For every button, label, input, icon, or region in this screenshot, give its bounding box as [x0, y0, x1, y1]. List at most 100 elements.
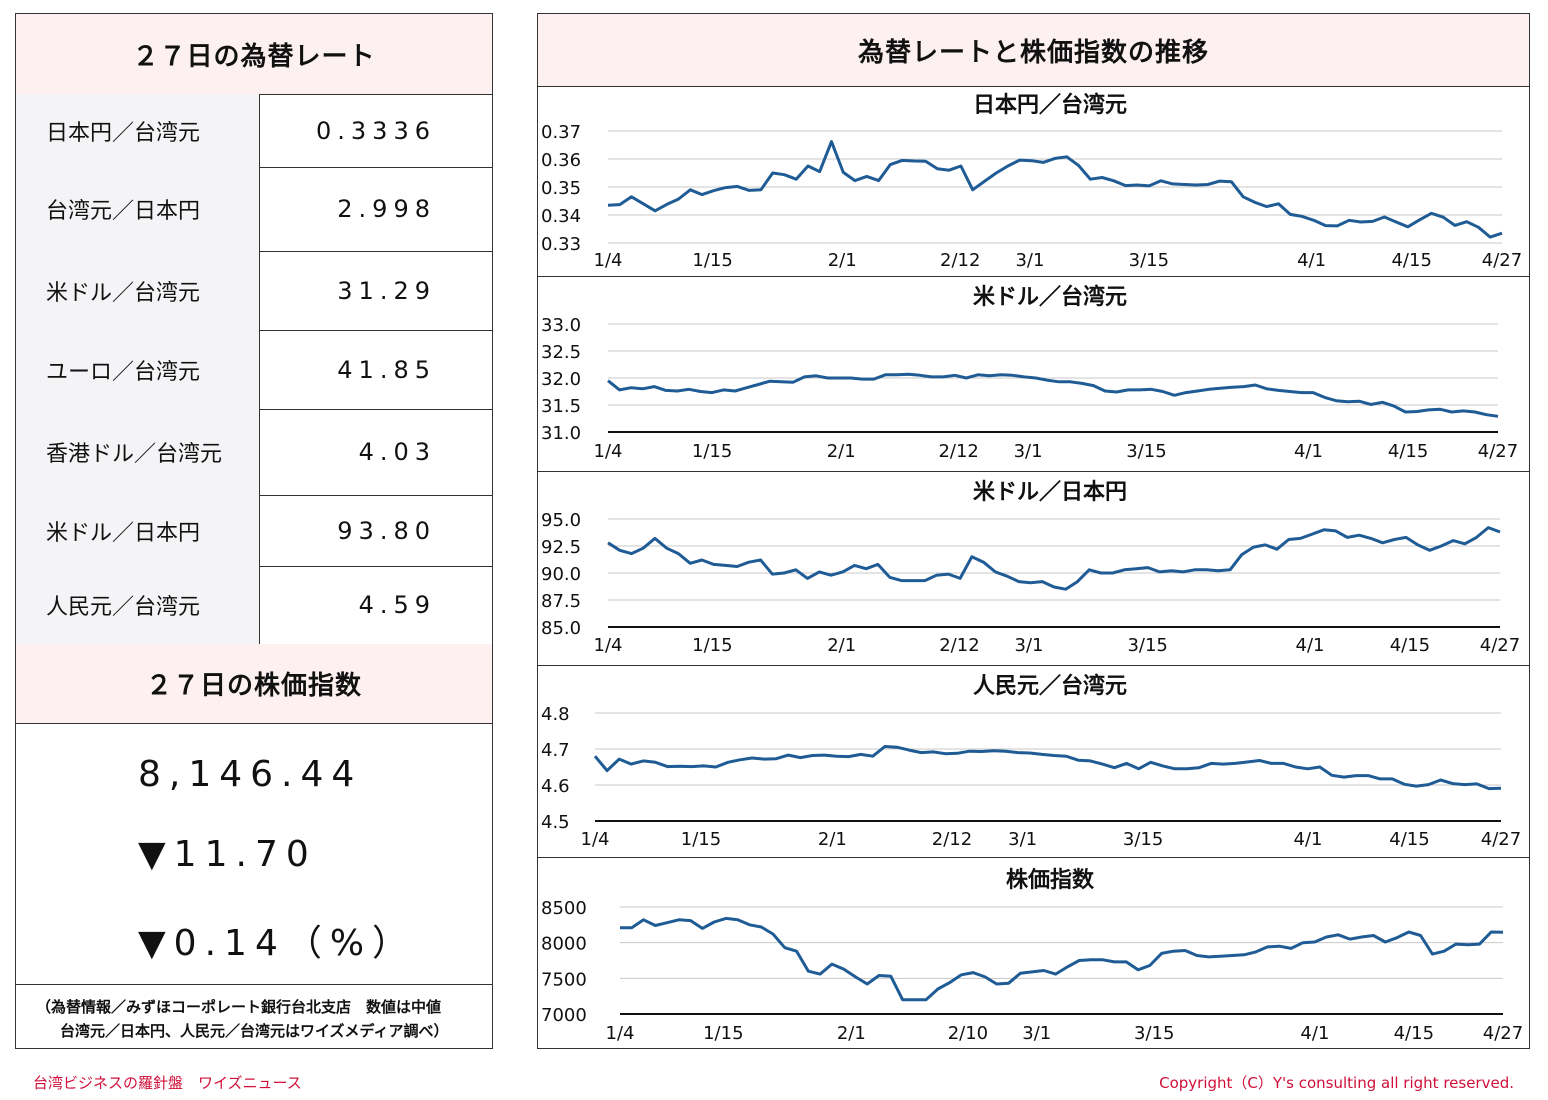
y-tick-label: 0.34 — [541, 206, 581, 227]
rate-value: 0.3336 — [316, 116, 436, 145]
chart-cny-twd-svg: 人民元／台湾元 4.8 4.7 4.6 4.5 1/4 1/15 2/1 2/12 3/1 3/15… — [541, 673, 1521, 850]
chart-jpy-twd: 日本円／台湾元 0.37 0.36 0.35 0.34 0.33 1/4 1/15 2/1 2/1… — [538, 86, 1529, 276]
stock-index-value: 8,146.44 — [138, 754, 363, 795]
chart-title: 人民元／台湾元 — [973, 673, 1127, 699]
x-tick-label: 4/27 — [1482, 250, 1522, 271]
x-tick-label: 2/12 — [940, 250, 980, 271]
x-tick-label: 3/1 — [1014, 441, 1043, 462]
x-tick-label: 2/12 — [938, 441, 978, 462]
x-tick-label: 1/15 — [681, 829, 721, 850]
x-tick-label: 2/1 — [828, 250, 857, 271]
chart-stock-index-svg: 株価指数 8500 8000 7500 7000 1/4 1/15 2/1 2/10 3/1 3/1… — [541, 867, 1523, 1044]
x-tick-label: 4/27 — [1481, 829, 1521, 850]
x-tick-label: 3/15 — [1127, 635, 1167, 656]
y-tick-label: 90.0 — [541, 564, 581, 585]
rate-label: 日本円／台湾元 — [16, 94, 260, 167]
chart-usd-twd-svg: 米ドル／台湾元 33.0 32.5 32.0 31.5 31.0 1/4 1/15 2/1 2/1… — [541, 284, 1518, 462]
chart-usd-twd: 米ドル／台湾元 33.0 32.5 32.0 31.5 31.0 1/4 1/15 2/1 2/1… — [538, 276, 1529, 471]
x-tick-label: 1/4 — [594, 635, 623, 656]
y-tick-label: 31.0 — [541, 423, 581, 444]
chart-title: 日本円／台湾元 — [973, 92, 1127, 118]
y-tick-label: 33.0 — [541, 315, 581, 336]
y-tick-label: 0.33 — [541, 234, 581, 255]
x-tick-label: 1/4 — [594, 250, 623, 271]
rate-label: 台湾元／日本円 — [16, 167, 260, 251]
chart-jpy-twd-svg: 日本円／台湾元 0.37 0.36 0.35 0.34 0.33 1/4 1/15 2/1 2/1… — [541, 92, 1522, 271]
x-tick-label: 2/12 — [932, 829, 972, 850]
chart-separator — [538, 471, 1529, 472]
source-note-line1: （為替情報／みずほコーポレート銀行台北支店 数値は中値 — [36, 998, 442, 1016]
x-tick-label: 3/15 — [1123, 829, 1163, 850]
x-tick-label: 4/15 — [1388, 441, 1428, 462]
charts-panel: 為替レートと株価指数の推移 日本円／台湾元 0.37 0.36 0.35 0.34 0.3… — [537, 13, 1530, 1049]
series-line — [620, 916, 1504, 1002]
x-tick-label: 2/1 — [827, 441, 856, 462]
rate-row-eur-twd: ユーロ／台湾元 41.85 — [16, 330, 492, 410]
rates-panel: ２７日の為替レート 日本円／台湾元 0.3336 台湾元／日本円 2.998 米… — [15, 13, 493, 1049]
x-tick-label: 2/1 — [827, 635, 856, 656]
rate-row-hkd-twd: 香港ドル／台湾元 4.03 — [16, 409, 492, 496]
y-tick-label: 0.35 — [541, 178, 581, 199]
x-tick-label: 3/1 — [1015, 250, 1044, 271]
y-tick-label: 0.36 — [541, 150, 581, 171]
chart-title: 米ドル／台湾元 — [973, 284, 1127, 310]
chart-separator — [538, 276, 1529, 277]
y-tick-label: 8000 — [541, 934, 587, 955]
x-tick-label: 3/1 — [1015, 635, 1044, 656]
y-tick-label: 85.0 — [541, 618, 581, 639]
x-tick-label: 1/4 — [581, 829, 610, 850]
footer-copyright: Copyright（C）Y's consulting all right res… — [1159, 1074, 1514, 1092]
x-tick-label: 4/1 — [1296, 635, 1325, 656]
source-note-line2: 台湾元／日本円、人民元／台湾元はワイズメディア調べ） — [60, 1022, 449, 1040]
x-tick-label: 4/1 — [1300, 1023, 1329, 1044]
rate-label: 米ドル／日本円 — [16, 495, 260, 566]
rate-row-twd-jpy: 台湾元／日本円 2.998 — [16, 167, 492, 252]
x-tick-label: 2/12 — [939, 635, 979, 656]
chart-separator — [538, 665, 1529, 666]
series-line — [607, 140, 1503, 239]
series-line — [593, 745, 1502, 791]
chart-stock-index: 株価指数 8500 8000 7500 7000 1/4 1/15 2/1 2/10 3/1 3/1… — [538, 857, 1529, 1050]
series-line — [607, 372, 1499, 418]
x-tick-label: 1/15 — [692, 250, 732, 271]
source-note: （為替情報／みずほコーポレート銀行台北支店 数値は中値 台湾元／日本円、人民元／… — [16, 984, 492, 1050]
x-tick-label: 2/1 — [818, 829, 847, 850]
stock-title: ２７日の株価指数 — [16, 644, 492, 724]
y-tick-label: 7000 — [541, 1005, 587, 1026]
y-tick-label: 4.5 — [541, 812, 570, 833]
x-tick-label: 4/15 — [1391, 250, 1431, 271]
x-tick-label: 1/15 — [692, 441, 732, 462]
x-tick-label: 4/15 — [1389, 829, 1429, 850]
chart-title: 米ドル／日本円 — [973, 480, 1127, 505]
x-tick-label: 4/27 — [1478, 441, 1518, 462]
x-tick-label: 2/10 — [948, 1023, 988, 1044]
y-tick-label: 4.7 — [541, 740, 570, 761]
x-tick-label: 3/1 — [1008, 829, 1037, 850]
series-line — [607, 526, 1501, 591]
y-tick-label: 8500 — [541, 898, 587, 919]
rate-row-cny-twd: 人民元／台湾元 4.59 — [16, 566, 492, 645]
rate-value: 31.29 — [337, 276, 436, 305]
rate-label: 米ドル／台湾元 — [16, 251, 260, 330]
stock-index-change: ▼11.70 — [138, 834, 317, 875]
x-tick-label: 3/15 — [1129, 250, 1169, 271]
charts-title: 為替レートと株価指数の推移 — [538, 14, 1529, 87]
x-tick-label: 4/1 — [1294, 441, 1323, 462]
y-tick-label: 32.5 — [541, 342, 581, 363]
x-tick-label: 1/15 — [703, 1023, 743, 1044]
rate-row-usd-twd: 米ドル／台湾元 31.29 — [16, 251, 492, 331]
x-tick-label: 2/1 — [837, 1023, 866, 1044]
x-tick-label: 1/4 — [594, 441, 623, 462]
chart-cny-twd: 人民元／台湾元 4.8 4.7 4.6 4.5 1/4 1/15 2/1 2/12 3/1 3/15… — [538, 665, 1529, 857]
stock-index-change-pct: ▼0.14（%） — [138, 923, 417, 964]
x-tick-label: 4/27 — [1483, 1023, 1523, 1044]
chart-separator — [538, 857, 1529, 858]
x-tick-label: 4/1 — [1294, 829, 1323, 850]
chart-title: 株価指数 — [1006, 867, 1095, 893]
rate-value: 2.998 — [337, 195, 436, 223]
rate-row-jpy-twd: 日本円／台湾元 0.3336 — [16, 94, 492, 168]
x-tick-label: 4/15 — [1390, 635, 1430, 656]
x-tick-label: 1/4 — [606, 1023, 635, 1044]
y-tick-label: 95.0 — [541, 510, 581, 531]
y-tick-label: 31.5 — [541, 396, 581, 417]
